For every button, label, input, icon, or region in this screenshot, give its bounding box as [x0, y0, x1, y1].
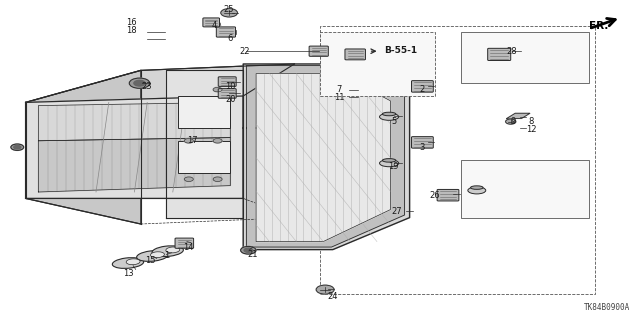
- FancyBboxPatch shape: [437, 189, 459, 201]
- Text: 16: 16: [126, 18, 136, 27]
- Circle shape: [221, 9, 237, 17]
- Circle shape: [184, 139, 193, 143]
- Polygon shape: [26, 70, 141, 224]
- FancyBboxPatch shape: [216, 27, 236, 37]
- Polygon shape: [246, 66, 404, 247]
- Ellipse shape: [468, 187, 486, 194]
- Polygon shape: [166, 70, 243, 218]
- Polygon shape: [26, 96, 243, 198]
- FancyBboxPatch shape: [412, 137, 433, 148]
- Bar: [320, 26, 595, 294]
- Circle shape: [134, 80, 145, 86]
- Text: 15: 15: [145, 256, 156, 265]
- Text: 20: 20: [225, 95, 236, 104]
- Polygon shape: [38, 102, 230, 141]
- Text: 7: 7: [337, 85, 342, 94]
- Circle shape: [129, 78, 150, 88]
- Ellipse shape: [383, 159, 396, 162]
- Circle shape: [244, 248, 253, 252]
- Text: 6: 6: [228, 34, 233, 43]
- Text: 22: 22: [239, 47, 250, 56]
- Polygon shape: [243, 64, 410, 250]
- FancyBboxPatch shape: [412, 81, 433, 92]
- Text: 1: 1: [164, 252, 169, 260]
- Text: 13: 13: [123, 269, 133, 278]
- Text: 3: 3: [420, 143, 425, 152]
- Ellipse shape: [166, 247, 180, 253]
- Bar: [320, 32, 435, 96]
- FancyBboxPatch shape: [218, 77, 236, 86]
- Bar: [178, 141, 230, 173]
- Circle shape: [213, 177, 222, 181]
- Text: 11: 11: [334, 93, 344, 102]
- Bar: [461, 160, 589, 218]
- Text: 10: 10: [225, 82, 236, 91]
- Ellipse shape: [150, 252, 164, 258]
- Text: 14: 14: [184, 244, 194, 252]
- FancyBboxPatch shape: [203, 18, 220, 27]
- Text: 9: 9: [511, 117, 516, 126]
- Bar: [178, 96, 230, 128]
- Text: 26: 26: [430, 191, 440, 200]
- Text: 4: 4: [212, 21, 217, 30]
- Circle shape: [316, 285, 334, 294]
- Circle shape: [14, 145, 20, 149]
- Text: 23: 23: [142, 82, 152, 91]
- Text: 12: 12: [526, 125, 536, 134]
- Ellipse shape: [380, 113, 399, 120]
- Text: 27: 27: [392, 207, 402, 216]
- Circle shape: [184, 177, 193, 181]
- Polygon shape: [256, 74, 390, 242]
- Circle shape: [213, 139, 222, 143]
- FancyBboxPatch shape: [345, 49, 365, 60]
- Polygon shape: [26, 64, 294, 102]
- Text: 5: 5: [391, 117, 396, 126]
- Text: 19: 19: [388, 162, 399, 171]
- Text: TK84B0900A: TK84B0900A: [584, 303, 630, 312]
- Text: 17: 17: [187, 136, 197, 145]
- Text: 28: 28: [507, 47, 517, 56]
- Circle shape: [213, 87, 222, 92]
- Text: 24: 24: [328, 292, 338, 301]
- Ellipse shape: [383, 112, 396, 116]
- Text: FR.: FR.: [589, 21, 608, 31]
- Circle shape: [11, 144, 24, 150]
- Ellipse shape: [112, 258, 144, 268]
- Ellipse shape: [126, 259, 140, 265]
- Text: B-55-1: B-55-1: [384, 46, 417, 55]
- Text: 8: 8: [529, 117, 534, 126]
- Polygon shape: [507, 113, 530, 118]
- Circle shape: [241, 246, 256, 254]
- Ellipse shape: [380, 160, 399, 167]
- FancyBboxPatch shape: [218, 89, 236, 98]
- FancyBboxPatch shape: [309, 46, 328, 56]
- FancyBboxPatch shape: [175, 238, 193, 248]
- Ellipse shape: [152, 246, 184, 257]
- Polygon shape: [38, 138, 230, 192]
- Bar: [461, 32, 589, 83]
- Ellipse shape: [136, 251, 168, 261]
- Text: 25: 25: [224, 5, 234, 14]
- Text: 21: 21: [248, 250, 258, 259]
- FancyBboxPatch shape: [488, 48, 511, 60]
- Ellipse shape: [470, 186, 483, 189]
- Text: 2: 2: [420, 85, 425, 94]
- Circle shape: [506, 119, 516, 124]
- Text: 18: 18: [126, 26, 136, 35]
